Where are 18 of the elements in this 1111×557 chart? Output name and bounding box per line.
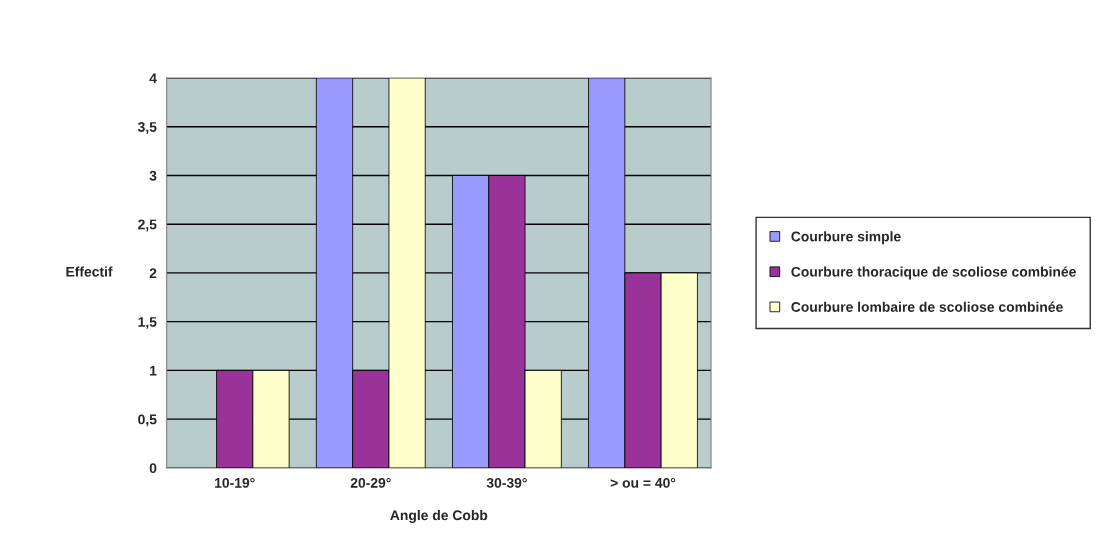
x-tick-label: 30-39° [486, 477, 527, 488]
x-tick-label: 10-19° [215, 477, 255, 488]
y-tick-label: 4 [149, 73, 157, 84]
y-tick-label: 1 [150, 365, 157, 376]
y-tick-label: 2 [149, 268, 157, 278]
y-tick-label: 1,5 [138, 317, 157, 329]
y-tick-label: 0,5 [138, 414, 157, 427]
y-tick-label: 3,5 [137, 122, 157, 134]
y-tick-label: 0 [149, 463, 157, 474]
legend-label: Courbure thoracique de scoliose combinée [791, 266, 1076, 280]
x-tick-label: 20-29° [350, 477, 391, 488]
legend-label: Courbure simple [791, 231, 901, 245]
y-tick-label: 2,5 [138, 219, 157, 232]
x-tick-label: > ou = 40° [610, 477, 676, 488]
y-tick-label: 3 [149, 170, 157, 181]
y-axis-title: Effectif [66, 266, 113, 277]
x-axis-title: Angle de Cobb [390, 509, 488, 523]
legend-label: Courbure lombaire de scoliose combinée [791, 301, 1063, 312]
